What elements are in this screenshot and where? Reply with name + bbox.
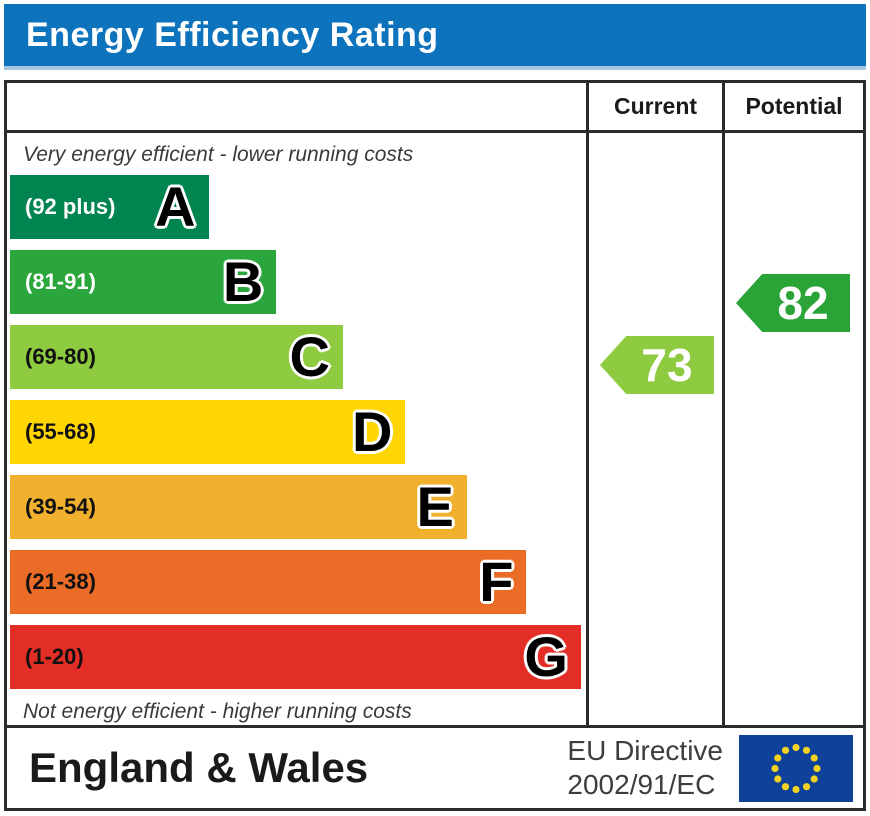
epc-band-e: (39-54) E (10, 475, 467, 539)
eu-directive-text: EU Directive 2002/91/EC (567, 734, 723, 801)
band-range-label: (39-54) (25, 494, 96, 519)
band-letter: D (352, 400, 393, 463)
column-header-potential: Potential (722, 83, 863, 133)
potential-rating-column: 82 (722, 133, 863, 725)
band-range-label: (81-91) (25, 269, 96, 294)
band-letter: E (416, 475, 454, 538)
band-range-label: (1-20) (25, 644, 84, 669)
potential-rating-value: 82 (777, 277, 829, 329)
band-letter: B (222, 250, 264, 313)
title-bar: Energy Efficiency Rating (4, 4, 866, 70)
eu-flag-icon (739, 734, 853, 802)
epc-band-f: (21-38) F (10, 550, 527, 614)
energy-rating-table: Current Potential Very energy efficient … (4, 80, 866, 728)
epc-band-list: (92 plus) A (81-91) B (69-80) C (55-68) D (39-54… (7, 175, 586, 689)
region-label: England & Wales (29, 744, 369, 791)
top-annotation: Very energy efficient - lower running co… (23, 143, 414, 166)
epc-band-g: (1-20) G (10, 625, 581, 689)
header-spacer-cell (7, 83, 586, 133)
epc-band-c: (69-80) C (10, 325, 343, 389)
current-rating-arrow: 73 (600, 336, 714, 394)
page-title: Energy Efficiency Rating (26, 15, 439, 54)
footer-bar: England & Wales EU Directive 2002/91/EC (4, 728, 866, 811)
epc-band-a: (92 plus) A (10, 175, 209, 239)
band-letter: C (289, 325, 330, 388)
band-letter: G (524, 625, 568, 688)
band-range-label: (55-68) (25, 419, 96, 444)
band-range-label: (21-38) (25, 569, 96, 594)
current-rating-column: 73 (586, 133, 722, 725)
current-rating-value: 73 (641, 339, 693, 391)
epc-band-d: (55-68) D (10, 400, 406, 464)
epc-band-b: (81-91) B (10, 250, 277, 314)
column-header-current: Current (586, 83, 722, 133)
bottom-annotation: Not energy efficient - higher running co… (23, 700, 412, 723)
eu-directive-line1: EU Directive (567, 735, 723, 767)
eu-directive-line2: 2002/91/EC (567, 769, 716, 800)
band-range-label: (92 plus) (25, 194, 116, 219)
band-range-label: (69-80) (25, 344, 96, 369)
band-letter: F (479, 550, 514, 613)
band-chart-area: Very energy efficient - lower running co… (7, 133, 586, 725)
band-letter: A (155, 175, 196, 238)
potential-rating-arrow: 82 (736, 274, 850, 332)
